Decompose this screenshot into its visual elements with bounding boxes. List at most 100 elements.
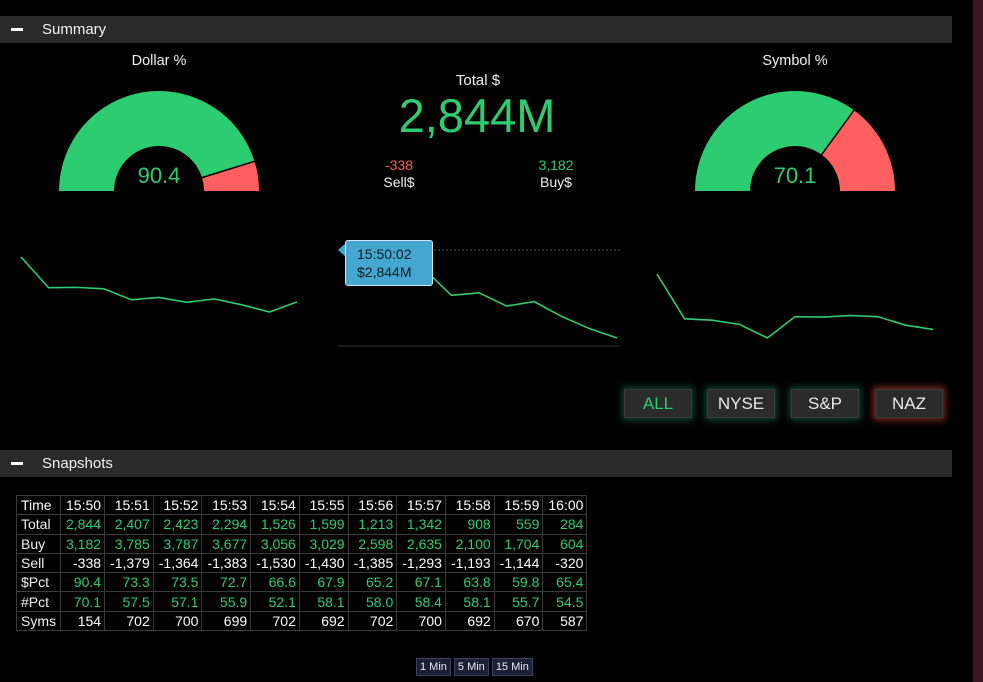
table-cell: 692 — [298, 610, 349, 632]
dollar-pct-title: Dollar % — [131, 53, 187, 69]
row-label: Buy — [16, 533, 61, 554]
table-cell: 58.4 — [396, 591, 446, 612]
tooltip-time: 15:50:02 — [357, 246, 412, 262]
table-cell: 72.7 — [201, 572, 252, 593]
table-cell: 65.4 — [542, 572, 588, 593]
time-column-header: 15:50 — [59, 494, 106, 516]
tooltip-value: $2,844M — [357, 264, 412, 280]
table-cell: 3,182 — [59, 533, 106, 554]
table-cell: 154 — [59, 610, 106, 632]
table-cell: 559 — [493, 514, 544, 535]
table-cell: 55.7 — [493, 591, 544, 612]
total-label: Total $ — [455, 72, 501, 89]
summary-title: Summary — [42, 21, 107, 38]
table-cell: 90.4 — [59, 572, 106, 593]
interval-5min-button[interactable]: 5 Min — [453, 658, 489, 676]
table-cell: 66.6 — [250, 572, 300, 593]
interval-selector: 1 Min 5 Min 15 Min — [416, 658, 533, 676]
table-cell: 3,056 — [250, 533, 300, 554]
summary-header[interactable]: Summary — [0, 16, 952, 43]
table-cell: 54.5 — [542, 591, 588, 612]
table-cell: 52.1 — [250, 591, 300, 612]
table-cell: 65.2 — [347, 572, 398, 593]
table-cell: 55.9 — [201, 591, 252, 612]
table-cell: -1,530 — [250, 552, 300, 574]
tooltip-arrow — [338, 243, 346, 257]
table-row: #Pct 70.1 57.5 57.1 55.9 52.1 58.1 58.0 58.4 58.1… — [16, 591, 588, 612]
time-column-header: 15:57 — [396, 494, 446, 516]
table-cell: 1,213 — [347, 514, 398, 535]
table-cell: 702 — [104, 610, 154, 632]
table-cell: -1,430 — [298, 552, 349, 574]
symbol-pct-gauge — [695, 90, 895, 191]
dollar-pct-gauge — [59, 91, 259, 191]
row-label: Syms — [16, 610, 61, 632]
table-header-row: Time 15:50 15:51 15:52 15:53 15:54 15:55 15:56 1… — [16, 494, 588, 516]
snapshots-title: Snapshots — [42, 455, 113, 472]
gauge-negative-arc — [201, 161, 259, 191]
table-cell: 908 — [444, 514, 495, 535]
time-header: Time — [16, 494, 61, 516]
table-cell: 3,677 — [201, 533, 252, 554]
table-cell: 700 — [152, 610, 203, 632]
table-cell: 587 — [542, 610, 588, 632]
interval-1min-button[interactable]: 1 Min — [416, 658, 451, 676]
filter-naz-button[interactable]: NAZ — [875, 389, 943, 418]
time-column-header: 15:59 — [493, 494, 544, 516]
table-cell: -1,364 — [152, 552, 203, 574]
row-label: Total — [16, 514, 61, 535]
table-cell: -1,379 — [104, 552, 154, 574]
table-cell: 692 — [444, 610, 495, 632]
table-cell: 1,342 — [396, 514, 446, 535]
chart-tooltip: 15:50:02 $2,844M — [345, 240, 433, 286]
window-border — [973, 0, 983, 682]
interval-15min-button[interactable]: 15 Min — [491, 658, 533, 676]
gauge-positive-arc — [695, 90, 855, 191]
minus-icon[interactable] — [11, 28, 23, 31]
table-cell: 67.1 — [396, 572, 446, 593]
table-cell: 73.3 — [104, 572, 154, 593]
table-cell: 2,100 — [444, 533, 495, 554]
table-cell: 284 — [542, 514, 588, 535]
table-row: Syms 154 702 700 699 702 692 702 700 692 670 587 — [16, 610, 588, 632]
row-label: $Pct — [16, 572, 61, 593]
time-column-header: 15:58 — [444, 494, 495, 516]
table-cell: 1,526 — [250, 514, 300, 535]
sparkline-series — [656, 273, 934, 339]
table-cell: -1,293 — [396, 552, 446, 574]
table-cell: -1,193 — [444, 552, 495, 574]
table-cell: 58.1 — [444, 591, 495, 612]
table-cell: 3,029 — [298, 533, 349, 554]
table-cell: 58.0 — [347, 591, 398, 612]
table-cell: -320 — [542, 552, 588, 574]
table-cell: 3,787 — [152, 533, 203, 554]
table-row: Total 2,844 2,407 2,423 2,294 1,526 1,599 1,213… — [16, 514, 588, 535]
table-cell: 702 — [347, 610, 398, 632]
table-cell: 699 — [201, 610, 252, 632]
table-cell: 2,423 — [152, 514, 203, 535]
table-cell: 2,635 — [396, 533, 446, 554]
total-value: 2,844M — [398, 89, 556, 142]
table-cell: 59.8 — [493, 572, 544, 593]
table-cell: 70.1 — [59, 591, 106, 612]
row-label: #Pct — [16, 591, 61, 612]
table-cell: 73.5 — [152, 572, 203, 593]
minus-icon[interactable] — [11, 462, 23, 465]
symbol-pct-title: Symbol % — [762, 53, 828, 69]
filter-all-button[interactable]: ALL — [624, 389, 692, 418]
buy-label: Buy$ — [540, 174, 572, 190]
table-cell: -1,385 — [347, 552, 398, 574]
table-cell: 2,407 — [104, 514, 154, 535]
filter-sp-button[interactable]: S&P — [791, 389, 859, 418]
row-label: Sell — [16, 552, 61, 574]
time-column-header: 15:56 — [347, 494, 398, 516]
filter-nyse-button[interactable]: NYSE — [707, 389, 775, 418]
buy-value: 3,182 — [538, 157, 574, 173]
dollar-pct-sparkline — [20, 256, 298, 313]
time-column-header: 15:53 — [201, 494, 252, 516]
snapshots-header[interactable]: Snapshots — [0, 450, 952, 477]
table-cell: 2,598 — [347, 533, 398, 554]
time-column-header: 15:52 — [152, 494, 203, 516]
symbol-pct-value: 70.1 — [773, 163, 817, 188]
table-cell: -1,144 — [493, 552, 544, 574]
